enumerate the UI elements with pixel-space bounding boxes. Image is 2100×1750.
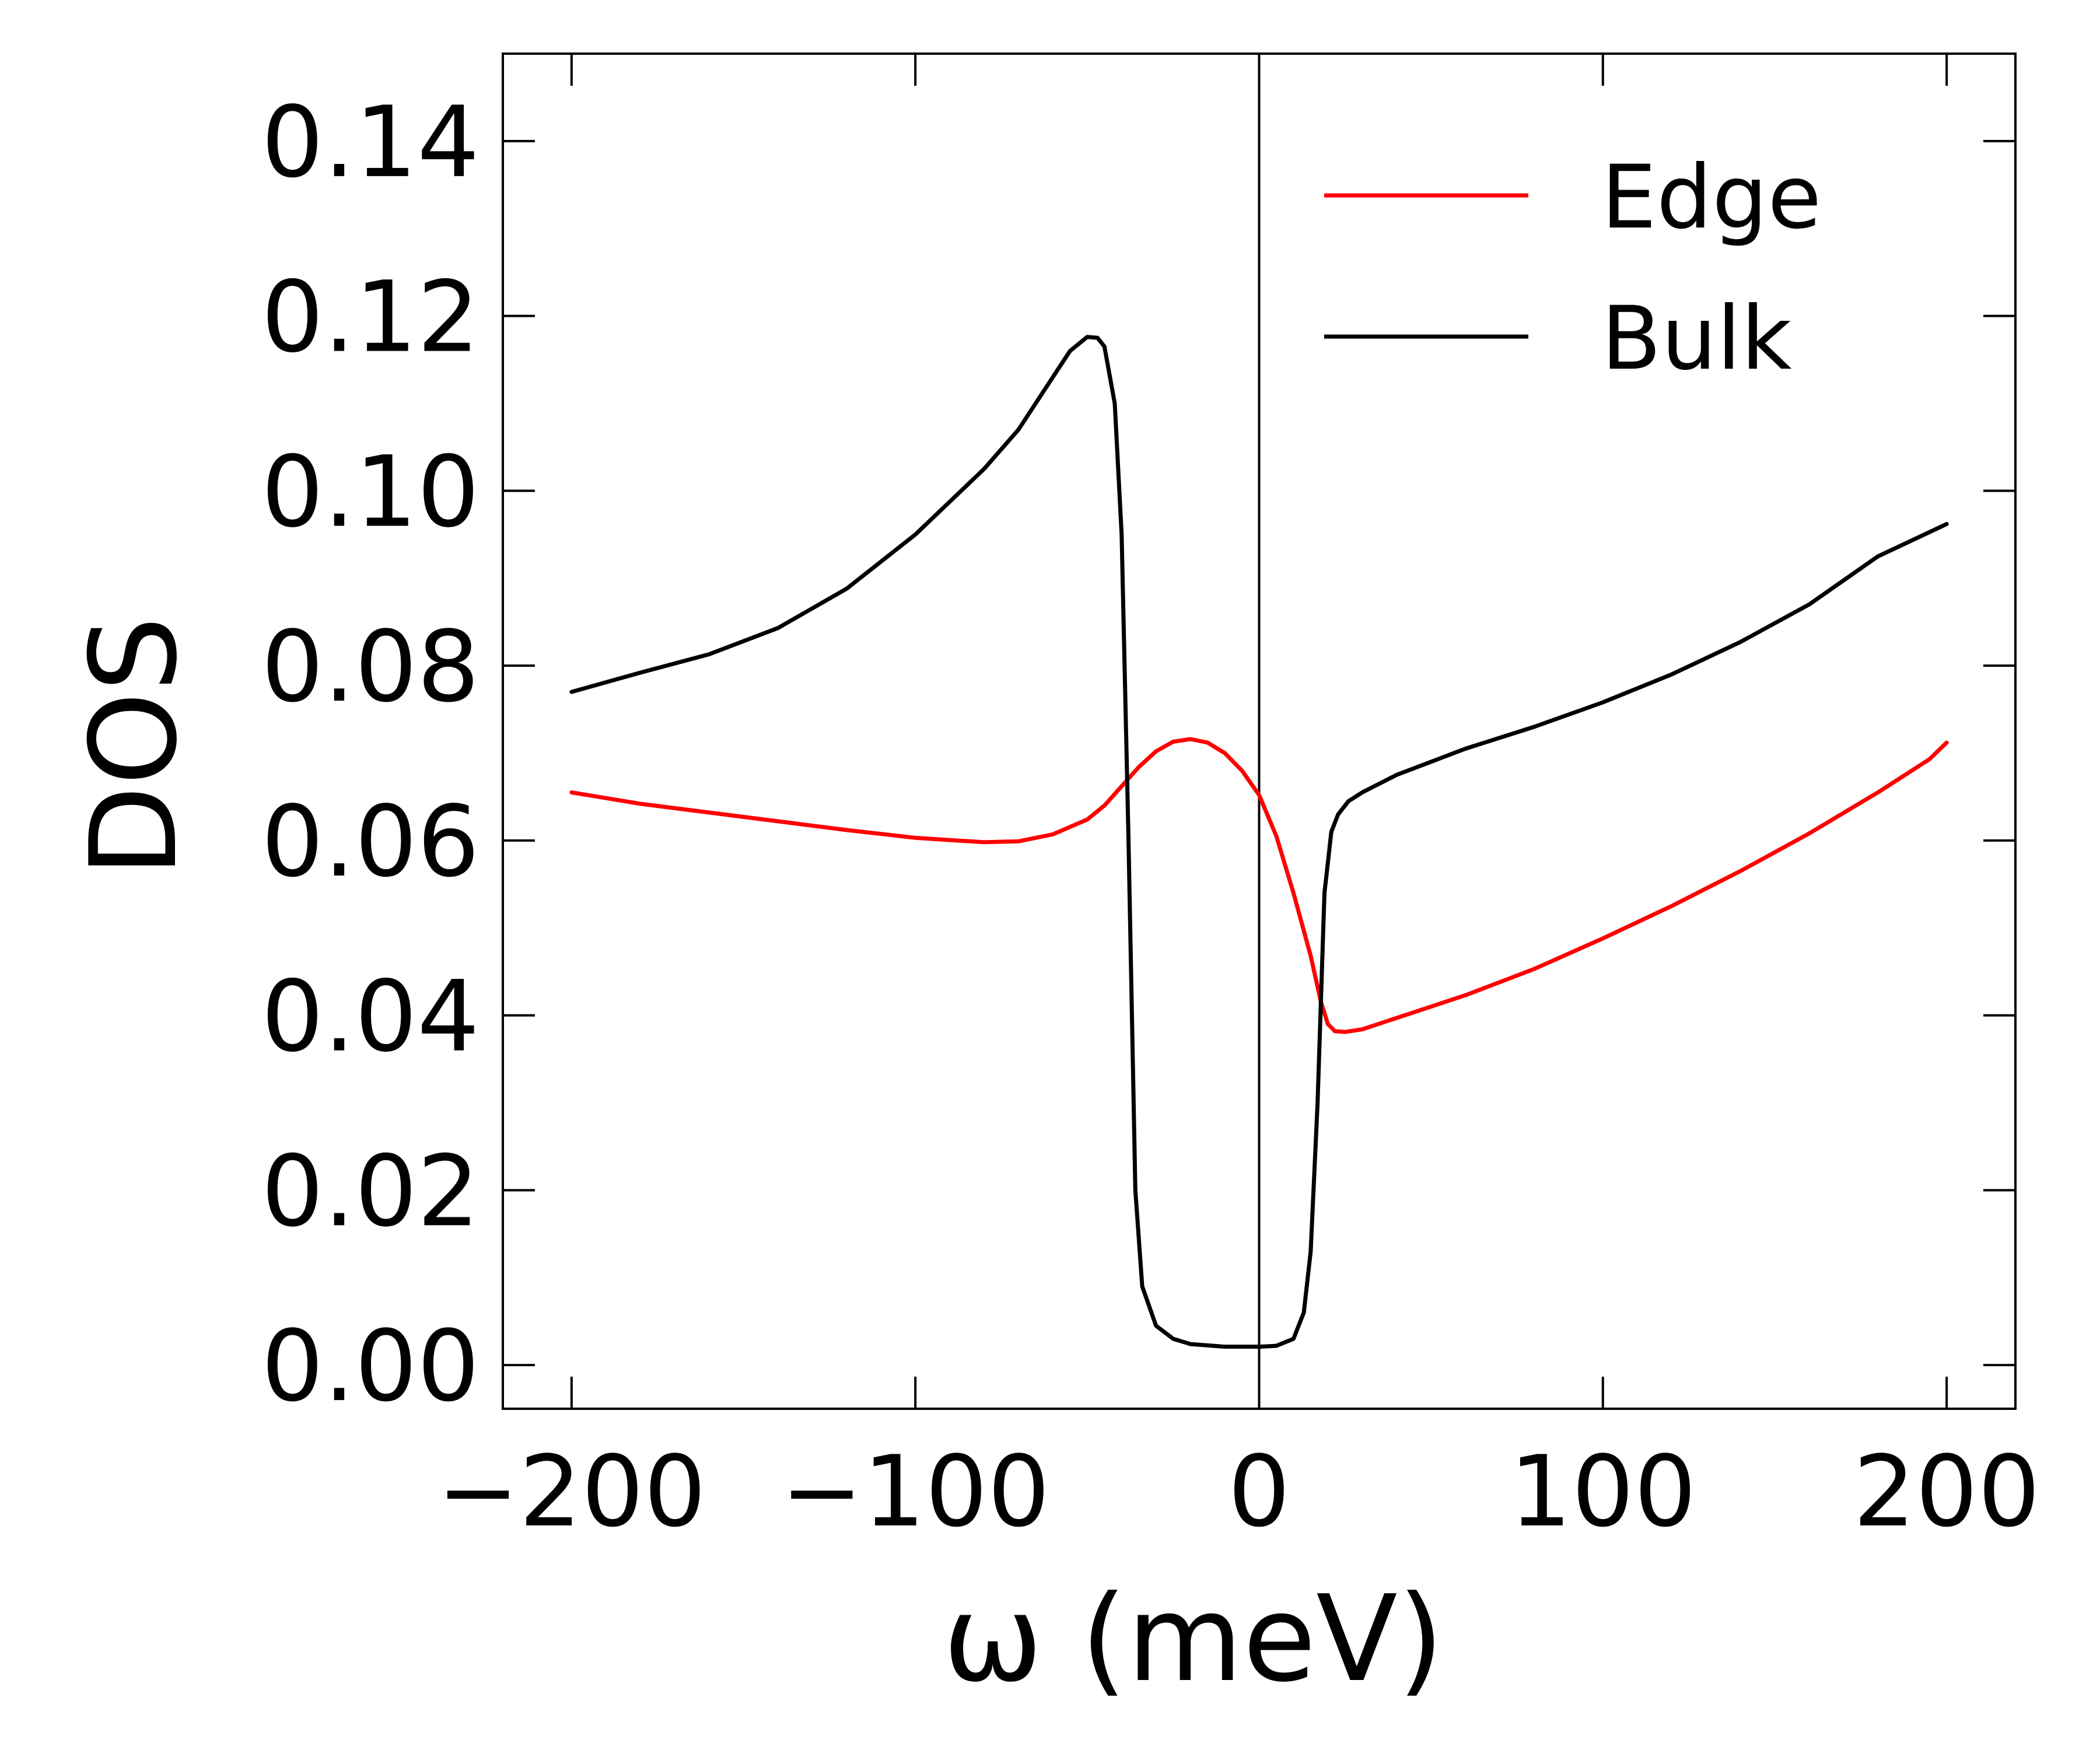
x-tick-label: −200 [437,1434,706,1549]
y-tick-label: 0.06 [261,785,480,899]
series-line-edge [569,737,1949,1034]
x-tick-label: 200 [1853,1434,2041,1549]
x-axis-ticks: −200 −100 0 100 200 [437,54,2040,1549]
x-tick-label: 0 [1228,1434,1290,1549]
series-layer [569,335,1949,1349]
series-line-bulk [569,335,1949,1349]
y-tick-label: 0.00 [261,1309,480,1423]
y-tick-label: 0.04 [261,960,480,1074]
legend: Edge Bulk [1324,147,1822,390]
y-axis-ticks: 0.00 0.02 0.04 0.06 0.08 0.10 0.12 0.14 [261,85,2015,1423]
y-axis-title: DOS [65,616,204,877]
legend-bulk-label: Bulk [1601,288,1792,390]
y-tick-label: 0.08 [261,610,480,724]
x-axis-title: ω (meV) [943,1570,1444,1709]
y-tick-label: 0.10 [261,435,480,549]
y-tick-label: 0.02 [261,1134,480,1248]
y-tick-label: 0.12 [261,260,480,374]
x-tick-label: −100 [780,1434,1049,1549]
x-tick-label: 100 [1509,1434,1696,1549]
y-tick-label: 0.14 [261,85,480,200]
legend-edge-label: Edge [1601,147,1822,249]
